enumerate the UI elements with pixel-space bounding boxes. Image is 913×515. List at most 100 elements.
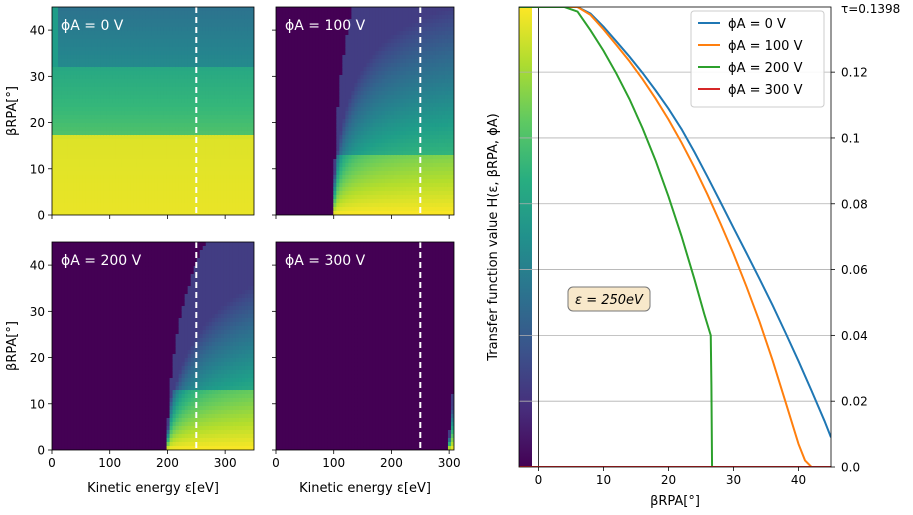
heatmap-cell [315, 127, 319, 132]
heatmap-cell [342, 199, 346, 204]
heatmap-cell [208, 207, 213, 212]
heatmap-cell [193, 103, 198, 108]
heatmap-cell [130, 71, 134, 76]
heatmap-cell [166, 195, 171, 200]
heatmap-cell [190, 43, 195, 48]
heatmap-cell [291, 107, 295, 112]
heatmap-cell [64, 195, 68, 200]
heatmap-cell [91, 163, 95, 168]
heatmap-cell [160, 35, 165, 40]
heatmap-cell [142, 47, 147, 52]
heatmap-cell [226, 59, 231, 64]
heatmap-cell [324, 111, 328, 116]
heatmap-cell [327, 207, 331, 212]
heatmap-cell [133, 171, 138, 176]
heatmap-cell [76, 211, 80, 215]
heatmap-cell [58, 159, 62, 164]
heatmap-cell [118, 163, 122, 168]
heatmap-cell [315, 187, 319, 192]
heatmap-cell [154, 143, 159, 148]
heatmap-cell [82, 191, 86, 196]
heatmap-cell [130, 163, 134, 168]
heatmap-cell [300, 63, 304, 68]
heatmap-cell [121, 39, 125, 44]
heatmap-cell [324, 195, 328, 200]
heatmap-cell [202, 167, 207, 172]
heatmap-cell [154, 111, 159, 116]
heatmap-cell [100, 91, 104, 96]
heatmap-cell [193, 51, 198, 56]
heatmap-cell [172, 83, 177, 88]
heatmap-cell [354, 59, 359, 64]
heatmap-cell [202, 91, 207, 96]
heatmap-cell [318, 143, 322, 148]
heatmap-cell [178, 135, 183, 140]
heatmap-cell [82, 91, 86, 96]
heatmap-cell [205, 27, 210, 32]
heatmap-cell [288, 99, 292, 104]
heatmap-cell [330, 55, 334, 60]
heatmap-cell [291, 155, 295, 160]
heatmap-cell [312, 103, 316, 108]
heatmap-cell [85, 207, 89, 212]
heatmap-cell [67, 111, 71, 116]
heatmap-cell [223, 155, 228, 160]
heatmap-cell [351, 79, 356, 84]
heatmap-cell [223, 139, 228, 144]
heatmap-cell [163, 95, 168, 100]
heatmap-cell [360, 43, 365, 48]
heatmap-cell [187, 11, 192, 16]
heatmap-cell [318, 187, 322, 192]
heatmap-cell [145, 159, 150, 164]
heatmap-cell [348, 103, 353, 108]
heatmap-cell [345, 111, 350, 116]
heatmap-cell [288, 143, 292, 148]
heatmap-cell [55, 171, 59, 176]
heatmap-cell [163, 59, 168, 64]
heatmap-cell [121, 31, 125, 36]
heatmap-cell [61, 47, 65, 52]
heatmap-cell [82, 95, 86, 100]
heatmap-cell [163, 119, 168, 124]
heatmap-cell [133, 43, 138, 48]
heatmap-cell [241, 19, 246, 24]
heatmap-cell [142, 155, 147, 160]
heatmap-cell [169, 11, 174, 16]
heatmap-cell [247, 115, 252, 120]
heatmap-cell [148, 71, 153, 76]
heatmap-cell [196, 51, 201, 56]
heatmap-cell [303, 207, 307, 212]
heatmap-cell [94, 143, 98, 148]
heatmap-cell [297, 67, 301, 72]
heatmap-cell [318, 123, 322, 128]
heatmap-cell [351, 183, 356, 188]
heatmap-cell [163, 19, 168, 24]
heatmap-cell [327, 175, 331, 180]
heatmap-cell [247, 67, 252, 72]
heatmap-cell [360, 11, 365, 16]
heatmap-cell [79, 115, 83, 120]
heatmap-cell [97, 51, 101, 56]
heatmap-cell [142, 195, 147, 200]
heatmap-cell [336, 203, 340, 208]
heatmap-cell [330, 115, 334, 120]
heatmap-cell [154, 211, 159, 215]
heatmap-cell [55, 167, 59, 172]
heatmap-cell [118, 31, 122, 36]
heatmap-cell [294, 11, 298, 16]
heatmap-cell [91, 91, 95, 96]
heatmap-cell [184, 175, 189, 180]
heatmap-cell [226, 175, 231, 180]
heatmap-cell [282, 91, 286, 96]
heatmap-cell [127, 159, 131, 164]
heatmap-cell [115, 51, 119, 56]
heatmap-cell [178, 115, 183, 120]
heatmap-cell [88, 139, 92, 144]
heatmap-cell [196, 175, 201, 180]
heatmap-cell [285, 47, 289, 52]
heatmap-cell [64, 159, 68, 164]
heatmap-cell [91, 83, 95, 88]
heatmap-cell [354, 155, 359, 160]
heatmap-cell [154, 159, 159, 164]
heatmap-cell [109, 147, 113, 152]
